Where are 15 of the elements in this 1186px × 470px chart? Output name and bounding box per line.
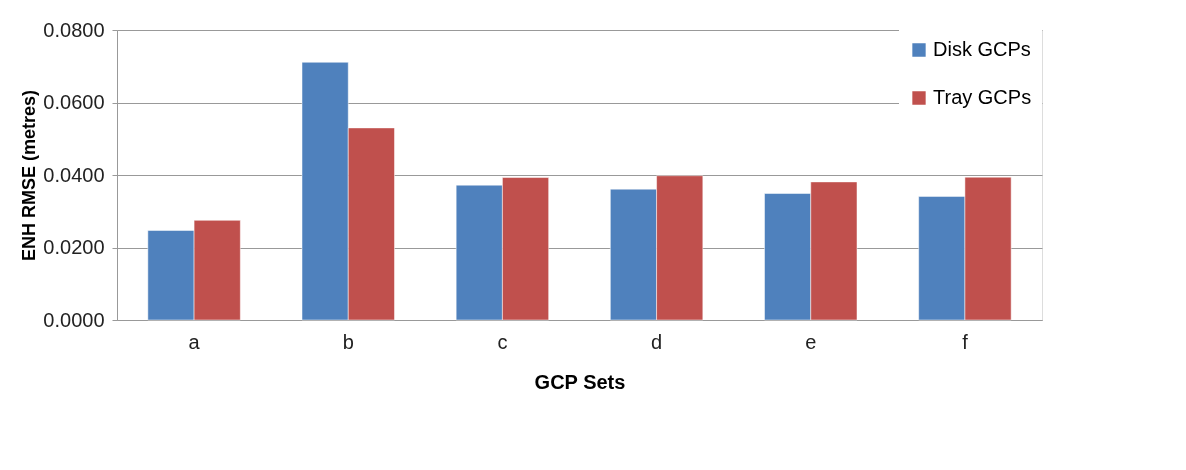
- y-tick-label: 0.0400: [43, 163, 105, 186]
- x-tick-label: d: [651, 330, 663, 353]
- x-tick-label: c: [497, 330, 508, 353]
- x-tick-label: b: [342, 330, 354, 353]
- y-tick-label: 0.0200: [43, 236, 105, 258]
- x-tick-label: f: [962, 330, 969, 353]
- x-tick-label: a: [188, 330, 201, 353]
- y-tick-label: 0.0600: [43, 91, 105, 113]
- x-tick-label: e: [805, 330, 817, 353]
- x-axis-title: GCP Sets: [534, 370, 626, 393]
- y-tick-label: 0.0800: [43, 18, 105, 41]
- y-tick-label: 0.0000: [43, 308, 105, 331]
- y-axis-title: ENH RMSE (metres): [19, 89, 40, 262]
- legend-label: Disk GCPs: [933, 38, 1031, 60]
- legend-label: Tray GCPs: [933, 86, 1032, 108]
